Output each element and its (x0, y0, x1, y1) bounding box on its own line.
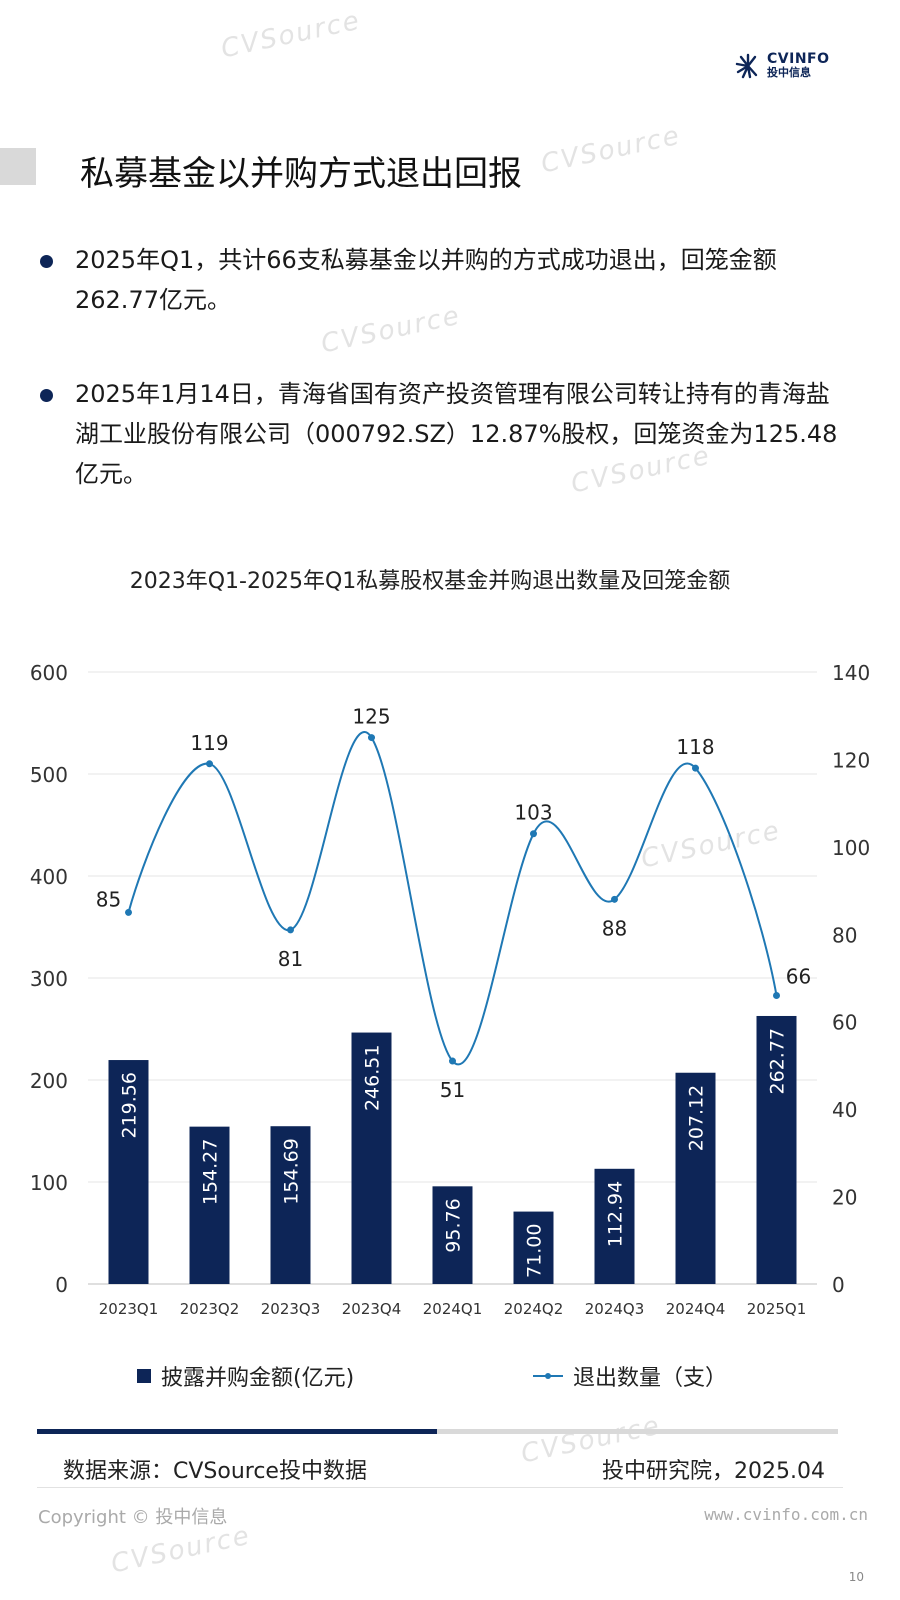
logo-name: CVINFO (767, 51, 830, 67)
watermark: CVSource (218, 5, 364, 65)
y-left-tick-label: 200 (30, 1069, 68, 1093)
bar-data-label: 95.76 (443, 1198, 465, 1252)
line-point (125, 908, 132, 916)
report-org-date: 投中研究院，2025.04 (602, 1459, 825, 1484)
series-line (127, 731, 778, 1066)
legend-label: 退出数量（支） (573, 1366, 728, 1391)
copyright: Copyright © 投中信息 (38, 1507, 228, 1528)
bar (675, 1072, 716, 1284)
bar-data-label: 71.00 (524, 1224, 546, 1278)
y-left-tick-label: 500 (30, 763, 68, 787)
y-left-tick-label: 300 (30, 967, 68, 991)
legend-item-bar: 披露并购金额(亿元) (137, 1360, 354, 1392)
logo-burst-icon (735, 53, 758, 78)
x-tick-label: 2023Q3 (261, 1300, 321, 1318)
bar (432, 1186, 473, 1284)
y-left-tick-label: 400 (30, 865, 68, 889)
bar (270, 1126, 311, 1284)
chart-title: 2023年Q1-2025年Q1私募股权基金并购退出数量及回笼金额 (129, 569, 731, 594)
x-tick-label: 2024Q1 (423, 1300, 483, 1318)
bar-data-label: 207.12 (686, 1085, 708, 1151)
x-tick-label: 2023Q2 (180, 1300, 240, 1318)
line-point (692, 764, 699, 772)
watermark: CVSource (108, 1520, 254, 1580)
x-tick-label: 2023Q1 (99, 1300, 159, 1318)
page-title: 私募基金以并购方式退出回报 (80, 154, 522, 194)
x-tick-label: 2023Q4 (342, 1300, 402, 1318)
watermark: CVSource (538, 120, 684, 180)
line-data-label: 103 (514, 801, 552, 825)
line-data-label: 125 (352, 705, 390, 729)
logo-sub: 投中信息 (767, 66, 811, 79)
y-right-tick-label: 80 (832, 923, 857, 947)
legend-label: 披露并购金额(亿元) (161, 1366, 355, 1391)
bar-data-label: 154.27 (200, 1139, 222, 1205)
line-data-label: 88 (602, 916, 627, 940)
legend-line-icon (533, 1373, 563, 1379)
line-point (611, 895, 618, 903)
chart: 0 100 200 300 400 500 600 0 20 40 60 80 100 120 140 219… (30, 661, 870, 1318)
bullet-text: 2025年Q1，共计66支私募基金以并购的方式成功退出，回笼金额262.77亿元… (75, 246, 777, 314)
line-data-label: 51 (440, 1078, 465, 1102)
y-right-tick-label: 140 (832, 661, 870, 685)
line-point (530, 830, 537, 838)
bar (189, 1126, 230, 1284)
cvinfo-logo: CVINFO 投中信息 (735, 52, 830, 79)
bar-data-label: 219.56 (119, 1072, 141, 1138)
y-right-tick-label: 120 (832, 748, 870, 772)
line-point (206, 760, 213, 768)
x-tick-label: 2024Q3 (585, 1300, 645, 1318)
x-tick-label: 2025Q1 (747, 1300, 807, 1318)
bar (513, 1211, 554, 1284)
bullet-item: 2025年Q1，共计66支私募基金以并购的方式成功退出，回笼金额262.77亿元… (40, 240, 850, 320)
line-point (449, 1057, 456, 1065)
bar (108, 1060, 149, 1284)
bar (351, 1032, 392, 1284)
line-point (287, 926, 294, 934)
line-point (773, 991, 780, 999)
bullet-dot-icon (40, 255, 53, 268)
y-right-tick-label: 40 (832, 1098, 857, 1122)
y-right-tick-label: 60 (832, 1011, 857, 1035)
bar-data-label: 112.94 (605, 1181, 627, 1247)
website-link[interactable]: www.cvinfo.com.cn (704, 1505, 868, 1524)
line-data-label: 81 (278, 947, 303, 971)
bar (594, 1168, 635, 1284)
line-data-label: 119 (190, 731, 228, 755)
bullet-text: 2025年1月14日，青海省国有资产投资管理有限公司转让持有的青海盐湖工业股份有… (75, 380, 838, 488)
footer-divider (437, 1429, 838, 1434)
bar-data-label: 246.51 (362, 1045, 384, 1111)
bullet-item: 2025年1月14日，青海省国有资产投资管理有限公司转让持有的青海盐湖工业股份有… (40, 374, 850, 494)
bar-data-label: 154.69 (281, 1138, 303, 1204)
y-right-tick-label: 100 (832, 836, 870, 860)
legend-item-line: 退出数量（支） (533, 1360, 727, 1392)
line-data-label: 66 (786, 964, 811, 988)
line-point (368, 734, 375, 742)
x-tick-label: 2024Q4 (666, 1300, 726, 1318)
data-source: 数据来源：CVSource投中数据 (63, 1459, 367, 1484)
legend-square-icon (137, 1369, 151, 1383)
y-left-tick-label: 600 (30, 661, 68, 685)
page-number: 10 (848, 1570, 864, 1584)
bullet-dot-icon (40, 389, 53, 402)
bar-data-label: 262.77 (767, 1028, 789, 1094)
line-data-label: 85 (96, 887, 121, 911)
x-tick-label: 2024Q2 (504, 1300, 564, 1318)
bar (756, 1015, 797, 1284)
footer-divider-accent (37, 1429, 437, 1434)
line-data-label: 118 (676, 735, 714, 759)
y-left-tick-label: 0 (55, 1273, 68, 1297)
y-left-tick-label: 100 (30, 1171, 68, 1195)
footer-rule (37, 1487, 843, 1488)
y-right-tick-label: 0 (832, 1273, 845, 1297)
y-right-tick-label: 20 (832, 1186, 857, 1210)
title-accent (0, 148, 36, 185)
